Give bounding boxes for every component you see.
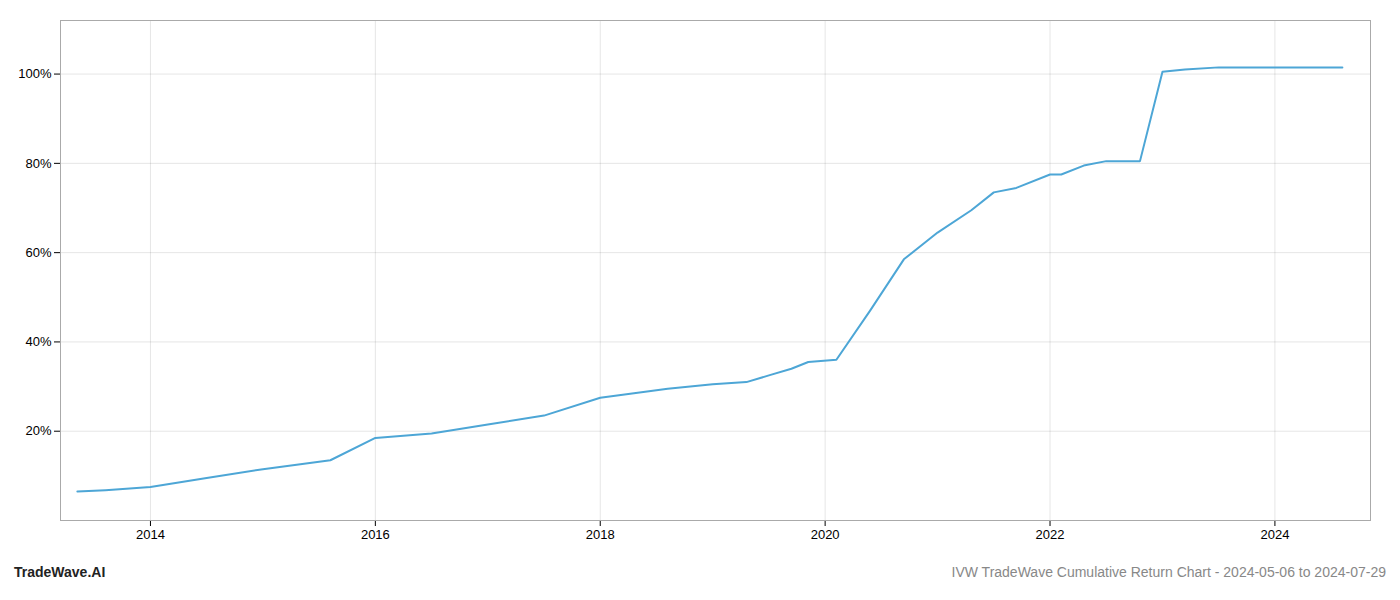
svg-text:60%: 60% bbox=[25, 245, 51, 260]
svg-text:2018: 2018 bbox=[586, 527, 615, 542]
svg-text:100%: 100% bbox=[18, 66, 52, 81]
svg-text:2014: 2014 bbox=[136, 527, 165, 542]
svg-text:2020: 2020 bbox=[811, 527, 840, 542]
svg-text:2016: 2016 bbox=[361, 527, 390, 542]
svg-text:20%: 20% bbox=[25, 423, 51, 438]
svg-text:2024: 2024 bbox=[1260, 527, 1289, 542]
html-text:IVW TradeWave Cumulative Retur: IVW TradeWave Cumulative Return Chart - … bbox=[951, 564, 1386, 580]
svg-text:80%: 80% bbox=[25, 156, 51, 171]
svg-text:2022: 2022 bbox=[1036, 527, 1065, 542]
html-text:TradeWave.AI: TradeWave.AI bbox=[14, 564, 106, 580]
svg-text:40%: 40% bbox=[25, 334, 51, 349]
